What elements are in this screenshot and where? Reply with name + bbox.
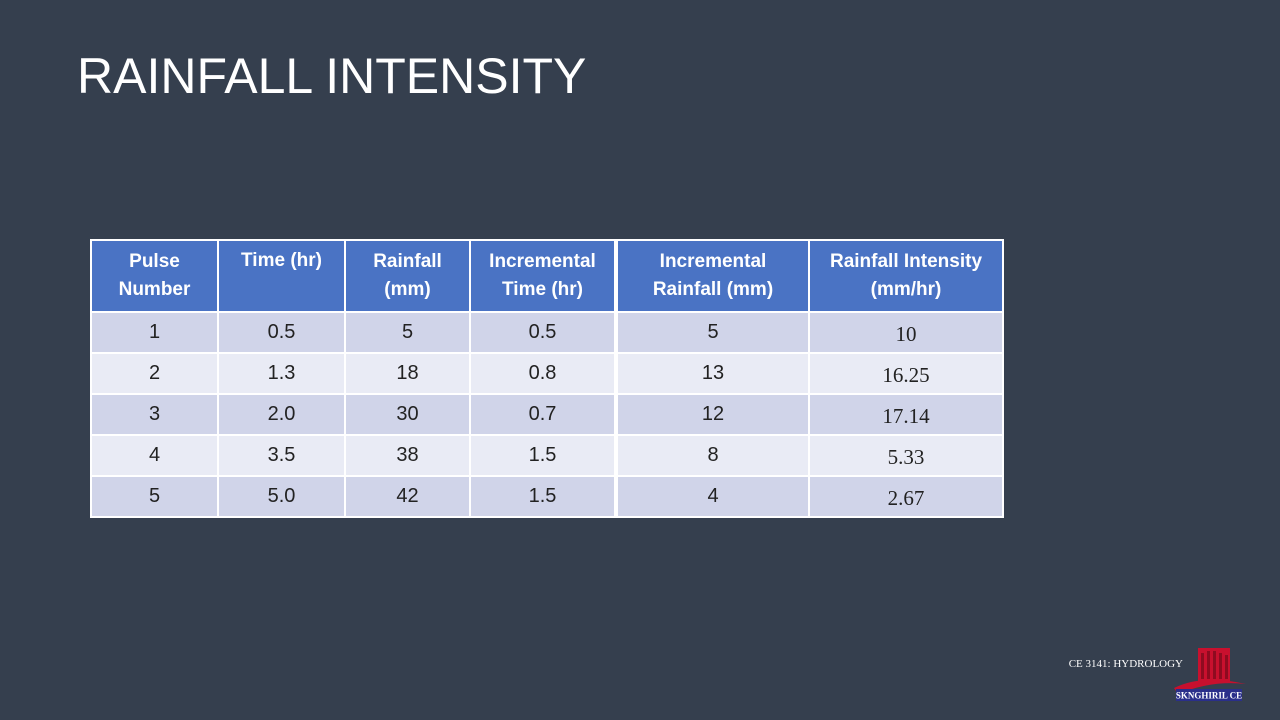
cell-incremental-time: 0.5 (469, 311, 617, 354)
header-label-line1: Incremental (489, 251, 596, 272)
table-row: 5 5.0 42 1.5 4 2.67 (90, 475, 1004, 518)
table-row: 2 1.3 18 0.8 13 16.25 (90, 352, 1004, 395)
cell-rainfall-intensity: 10 (808, 311, 1004, 354)
department-logo-icon: SKNGHIRIL CE (1174, 648, 1246, 701)
cell-rainfall: 18 (344, 352, 471, 395)
header-label-line2: Rainfall (mm) (652, 279, 774, 300)
cell-incremental-rainfall: 8 (614, 434, 810, 477)
header-pulse-number: Pulse Number (90, 239, 219, 313)
cell-pulse-number: 1 (90, 311, 219, 354)
cell-time: 1.3 (217, 352, 346, 395)
cell-incremental-time: 1.5 (469, 475, 617, 518)
footer-course-label: CE 3141: HYDROLOGY (1068, 658, 1183, 670)
header-rainfall-intensity: Rainfall Intensity (mm/hr) (808, 239, 1004, 313)
header-label-line1: Time (hr) (241, 250, 322, 271)
cell-incremental-time: 0.7 (469, 393, 617, 436)
logo-wordmark: SKNGHIRIL CE (1176, 691, 1242, 701)
header-label-line1: Rainfall Intensity (829, 251, 983, 272)
cell-time: 0.5 (217, 311, 346, 354)
header-label-line1: Rainfall (373, 251, 442, 272)
header-label-line1: Pulse (129, 251, 180, 272)
header-label-line2: (mm) (384, 279, 431, 300)
logo-swoosh (1174, 679, 1246, 694)
header-rainfall: Rainfall (mm) (344, 239, 471, 313)
cell-time: 2.0 (217, 393, 346, 436)
slide-title: RAINFALL INTENSITY (77, 48, 587, 104)
cell-time: 3.5 (217, 434, 346, 477)
header-label-line2: Number (118, 279, 191, 300)
cell-pulse-number: 3 (90, 393, 219, 436)
header-time: Time (hr) (217, 239, 346, 313)
cell-incremental-time: 1.5 (469, 434, 617, 477)
cell-rainfall-intensity: 5.33 (808, 434, 1004, 477)
cell-rainfall: 5 (344, 311, 471, 354)
cell-pulse-number: 5 (90, 475, 219, 518)
cell-pulse-number: 2 (90, 352, 219, 395)
rainfall-table: Pulse Number Time (hr) Rainfall (mm) Inc… (90, 239, 1004, 518)
header-incremental-rainfall: Incremental Rainfall (mm) (614, 239, 810, 313)
table-row: 1 0.5 5 0.5 5 10 (90, 311, 1004, 354)
cell-rainfall: 38 (344, 434, 471, 477)
cell-incremental-time: 0.8 (469, 352, 617, 395)
header-label-line2: (mm/hr) (870, 279, 942, 300)
cell-rainfall-intensity: 16.25 (808, 352, 1004, 395)
cell-rainfall-intensity: 2.67 (808, 475, 1004, 518)
table-row: 4 3.5 38 1.5 8 5.33 (90, 434, 1004, 477)
header-incremental-time: Incremental Time (hr) (469, 239, 617, 313)
cell-rainfall: 42 (344, 475, 471, 518)
table-header-row: Pulse Number Time (hr) Rainfall (mm) Inc… (90, 239, 1004, 313)
cell-incremental-rainfall: 4 (614, 475, 810, 518)
cell-rainfall: 30 (344, 393, 471, 436)
cell-pulse-number: 4 (90, 434, 219, 477)
cell-incremental-rainfall: 13 (614, 352, 810, 395)
header-label-line2: Time (hr) (502, 279, 583, 300)
header-label-line1: Incremental (659, 251, 767, 272)
cell-incremental-rainfall: 12 (614, 393, 810, 436)
table-row: 3 2.0 30 0.7 12 17.14 (90, 393, 1004, 436)
cell-rainfall-intensity: 17.14 (808, 393, 1004, 436)
cell-time: 5.0 (217, 475, 346, 518)
cell-incremental-rainfall: 5 (614, 311, 810, 354)
